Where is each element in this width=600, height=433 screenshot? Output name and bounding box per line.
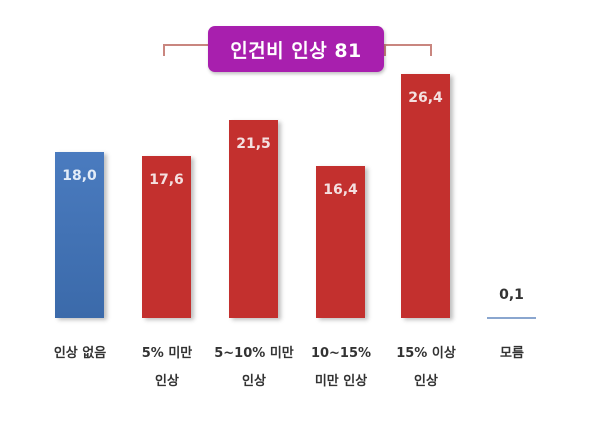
bar-value: 21,5 bbox=[236, 136, 271, 152]
bar-unknown bbox=[487, 317, 536, 319]
x-label-under-5: 5% 미만 인상 bbox=[141, 346, 193, 389]
bar-value: 17,6 bbox=[149, 172, 184, 188]
x-label-no-increase: 인상 없음 bbox=[53, 346, 107, 361]
bar-value: 18,0 bbox=[62, 168, 97, 184]
x-label-15-plus: 15% 이상 인상 bbox=[396, 346, 456, 389]
annotation-bracket-left bbox=[163, 44, 212, 56]
bar-15-plus: 26,4 bbox=[401, 74, 450, 318]
bar-value-unknown: 0,1 bbox=[499, 287, 524, 303]
bar-value: 16,4 bbox=[323, 182, 358, 198]
bar-10-15: 16,4 bbox=[316, 166, 365, 318]
bar-under-5: 17,6 bbox=[142, 156, 191, 318]
x-label-5-10: 5~10% 미만 인상 bbox=[214, 346, 294, 389]
bar-no-increase: 18,0 bbox=[55, 152, 104, 318]
annotation-callout: 인건비 인상 81 bbox=[208, 26, 384, 72]
bar-5-10: 21,5 bbox=[229, 120, 278, 318]
bar-value: 26,4 bbox=[408, 90, 443, 106]
x-label-unknown: 모름 bbox=[500, 346, 524, 361]
x-label-10-15: 10~15% 미만 인상 bbox=[310, 346, 372, 389]
annotation-bracket-right bbox=[384, 44, 432, 56]
